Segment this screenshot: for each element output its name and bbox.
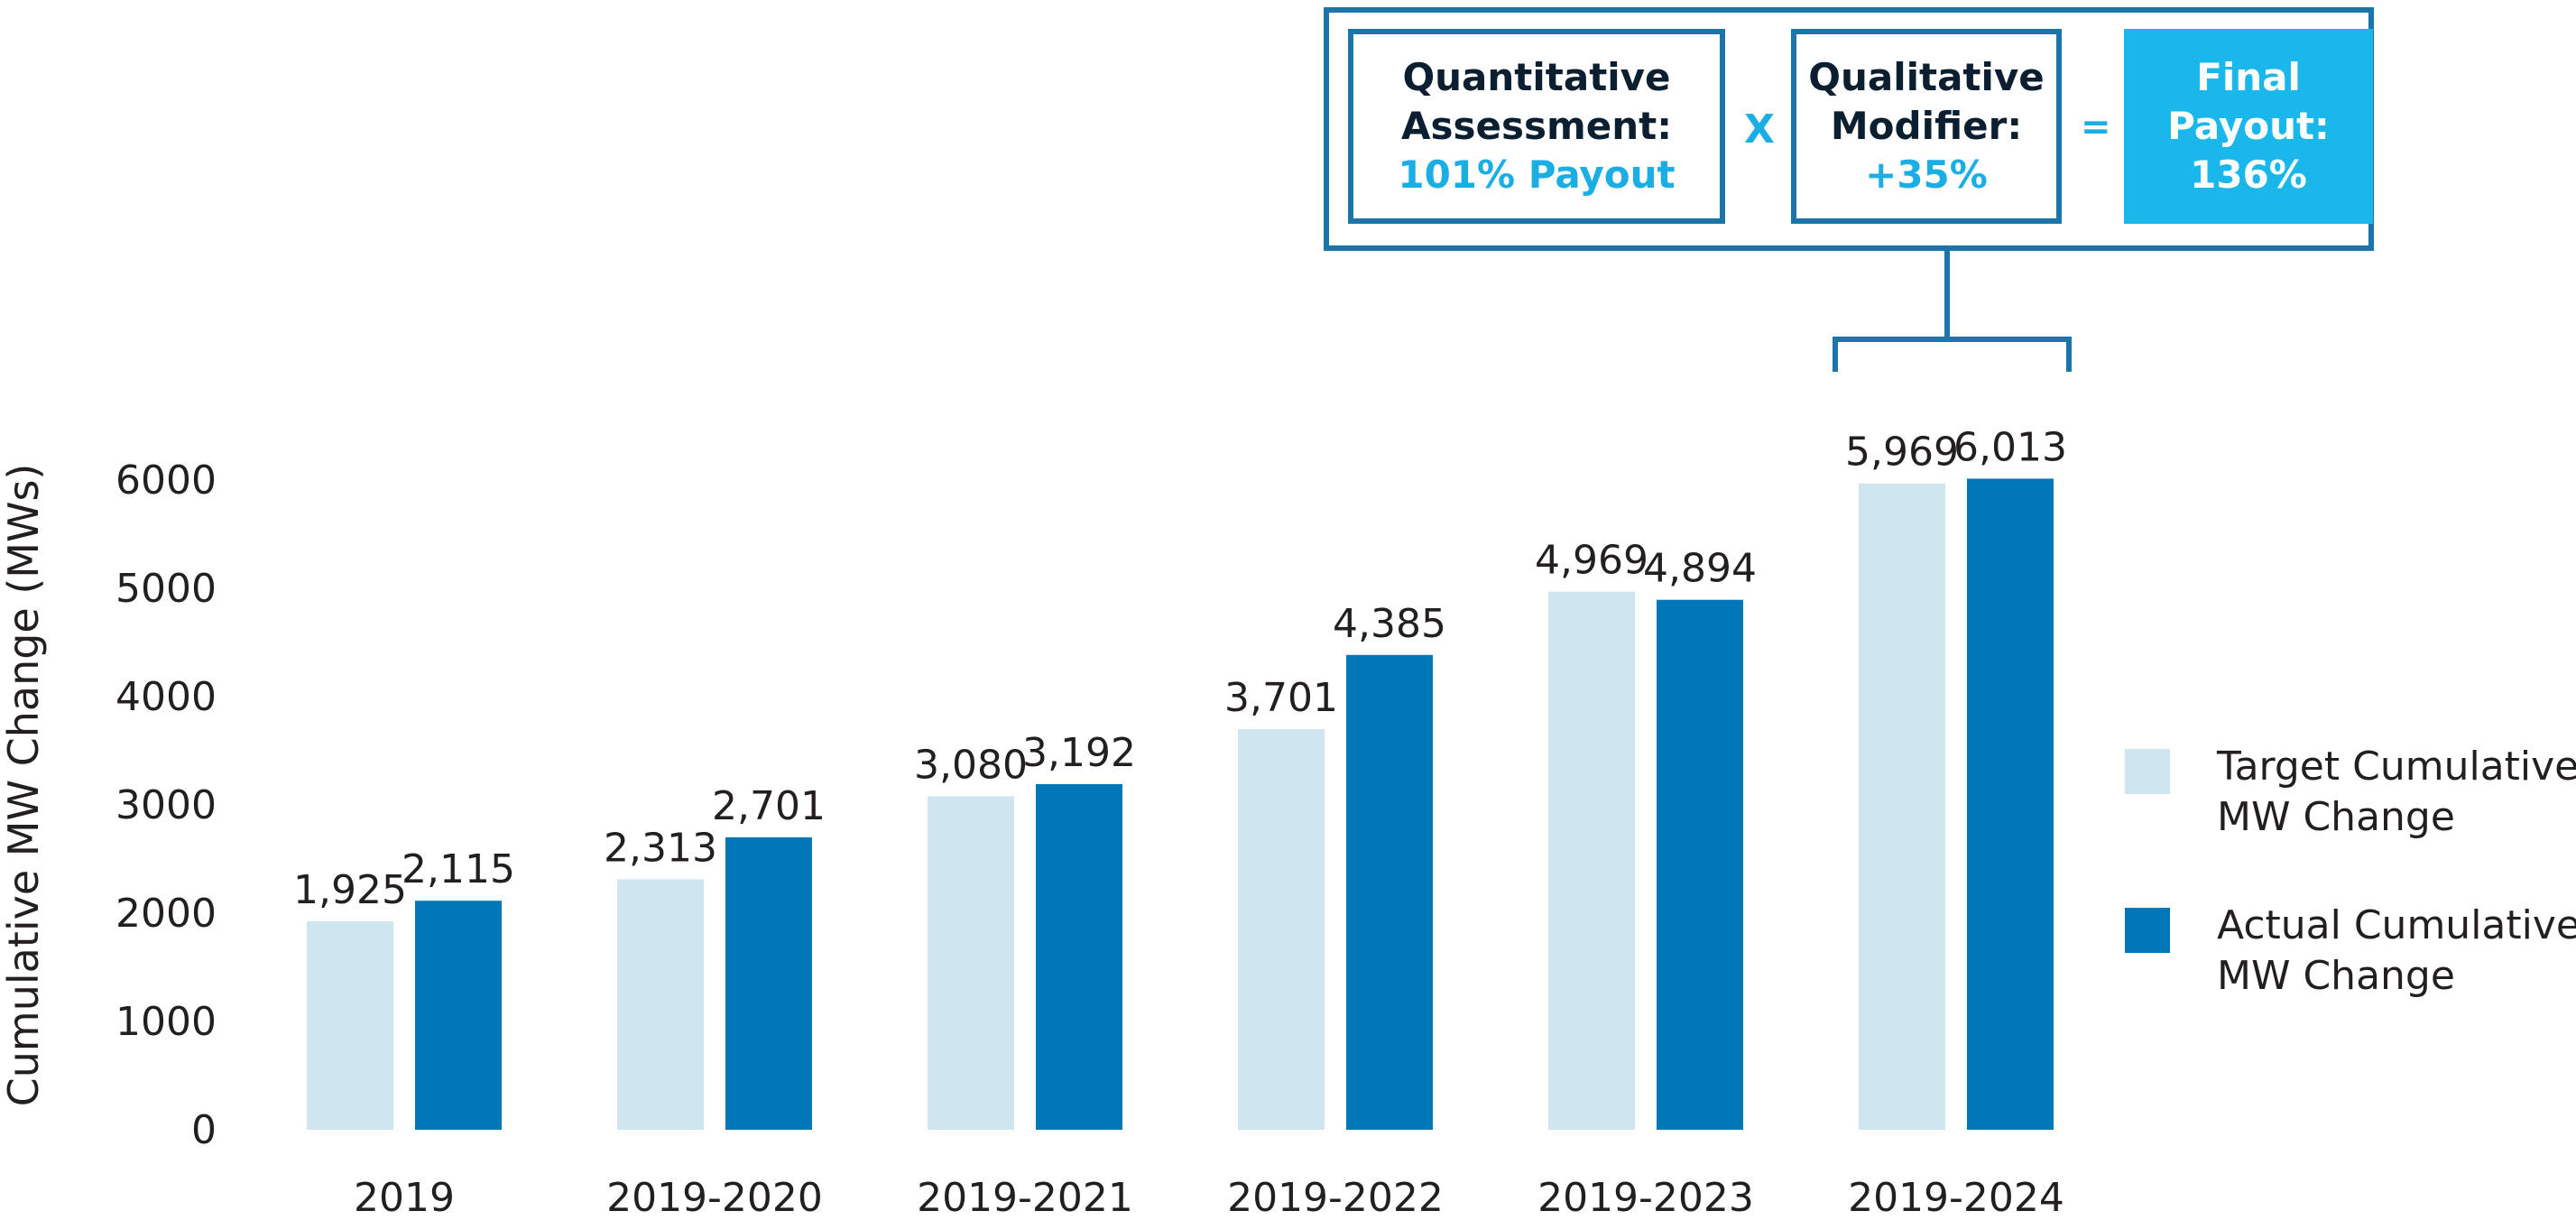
bar-value-label: 4,894	[1643, 546, 1757, 592]
x-axis: 2019 2019-2020 2019-2021 2019-2022 2019-2023…	[354, 1175, 2064, 1220]
x-tick-label: 2019-2023	[1537, 1175, 1754, 1220]
bar-value-label: 6,013	[1953, 424, 2067, 470]
bar-value-label: 4,969	[1535, 538, 1648, 584]
actual-bar	[415, 901, 502, 1130]
actual-bar	[1036, 783, 1122, 1130]
y-tick-label: 2000	[115, 891, 217, 937]
target-bar	[1238, 728, 1325, 1130]
actual-bar	[1967, 478, 2054, 1130]
target-bar	[307, 921, 393, 1130]
x-tick-label: 2019-2021	[917, 1175, 1133, 1220]
y-axis-label: Cumulative MW Change (MWs)	[0, 464, 48, 1107]
legend-label-actual: Actual Cumulative MW Change	[2217, 901, 2576, 1002]
x-tick-label: 2019-2022	[1227, 1175, 1444, 1220]
quantitative-value: 101% Payout	[1398, 152, 1676, 197]
legend-swatch-actual	[2125, 908, 2170, 953]
formula-connector	[1833, 251, 2072, 372]
bar-value-label: 3,192	[1022, 730, 1136, 776]
final-title-line1: Final	[2196, 55, 2301, 99]
final-title-line2: Payout:	[2167, 104, 2330, 148]
quantitative-title-line1: Quantitative	[1402, 55, 1671, 99]
y-axis: 0 1000 2000 3000 4000 5000 6000	[115, 458, 217, 1153]
equals-operator: =	[2081, 106, 2111, 148]
legend-actual-line2: MW Change	[2217, 953, 2455, 999]
bar-value-label: 1,925	[293, 867, 407, 913]
actual-bar	[1346, 654, 1433, 1130]
legend-actual-line1: Actual Cumulative	[2217, 902, 2576, 948]
final-value: 136%	[2190, 152, 2307, 197]
target-bar	[1859, 483, 1945, 1130]
y-tick-label: 3000	[115, 782, 217, 828]
qualitative-title-line2: Modifier:	[1830, 104, 2023, 148]
x-tick-label: 2019	[354, 1175, 455, 1220]
final-payout-box: Final Payout: 136%	[2124, 29, 2373, 224]
y-tick-label: 4000	[115, 674, 217, 720]
y-tick-label: 0	[191, 1107, 217, 1153]
quantitative-assessment-box: Quantitative Assessment: 101% Payout	[1348, 29, 1725, 224]
target-bar	[928, 796, 1014, 1130]
legend-target-line2: MW Change	[2217, 794, 2455, 840]
target-bar	[617, 879, 704, 1130]
bar-value-label: 2,701	[712, 783, 826, 829]
bar-value-label: 3,701	[1224, 675, 1338, 721]
x-tick-label: 2019-2020	[606, 1175, 823, 1220]
legend-swatch-target	[2125, 749, 2170, 794]
y-tick-label: 6000	[115, 458, 217, 504]
bar-value-label: 2,115	[402, 846, 515, 892]
target-bar	[1548, 591, 1635, 1130]
y-tick-label: 5000	[115, 566, 217, 612]
legend-target-line1: Target Cumulative	[2217, 744, 2576, 790]
multiply-operator: X	[1744, 106, 1775, 152]
qualitative-modifier-box: Qualitative Modifier: +35%	[1791, 29, 2062, 224]
bar-value-label: 5,969	[1845, 430, 1959, 476]
y-tick-label: 1000	[115, 999, 217, 1045]
bar-value-label: 3,080	[914, 742, 1028, 788]
legend-item-target: Target Cumulative MW Change	[2125, 742, 2576, 843]
bar-value-label: 4,385	[1333, 601, 1446, 647]
qualitative-value: +35%	[1865, 152, 1988, 197]
quantitative-title-line2: Assessment:	[1400, 104, 1672, 148]
legend-label-target: Target Cumulative MW Change	[2217, 742, 2576, 843]
actual-bar	[725, 836, 812, 1130]
qualitative-title-line1: Qualitative	[1808, 55, 2045, 99]
x-tick-label: 2019-2024	[1848, 1175, 2064, 1220]
actual-bar	[1657, 599, 1743, 1130]
bar-value-label: 2,313	[604, 825, 717, 871]
legend-item-actual: Actual Cumulative MW Change	[2125, 901, 2576, 1002]
